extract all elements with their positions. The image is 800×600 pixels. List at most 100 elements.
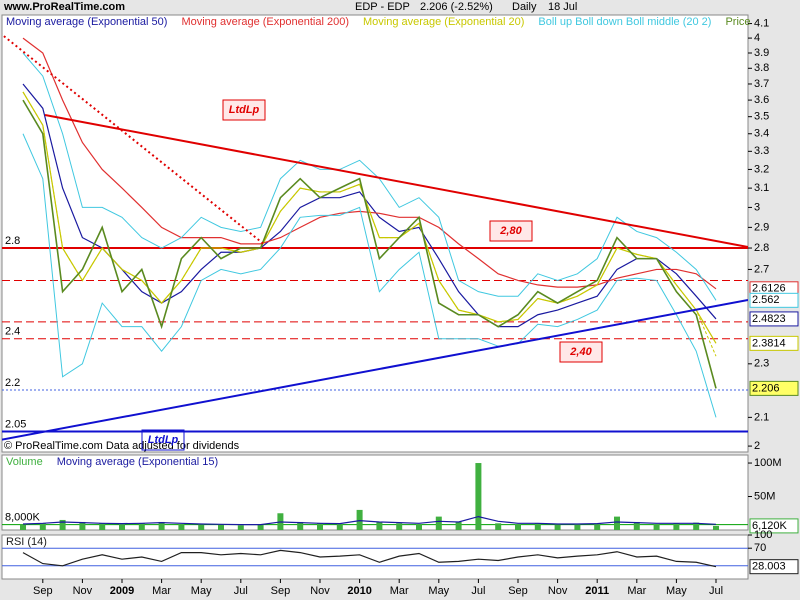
volume-bar <box>198 524 205 530</box>
volume-bar <box>138 523 145 530</box>
x-tick-label: Sep <box>33 585 53 597</box>
x-tick-label: Sep <box>508 585 528 597</box>
legend-entry: Moving average (Exponential 15) <box>57 456 218 468</box>
x-tick-label: Nov <box>73 585 93 597</box>
series-line <box>22 515 717 526</box>
series-line <box>22 549 717 568</box>
date: 18 Jul <box>548 1 577 13</box>
legend-entry: Moving average (Exponential 50) <box>6 16 167 28</box>
volume-bar <box>574 523 581 530</box>
last-value-box <box>749 559 799 575</box>
y-tick-label: 2.8 <box>754 242 769 254</box>
y-tick-label: 2.9 <box>754 221 769 233</box>
x-tick-label: Jul <box>471 585 485 597</box>
volume-bar <box>475 463 482 530</box>
y-tick-label: 100M <box>754 457 782 469</box>
y-tick-label: 2 <box>754 440 760 452</box>
series-line <box>22 83 717 328</box>
y-tick-label: 3.9 <box>754 47 769 59</box>
volume-bar <box>673 523 680 530</box>
volume-bar <box>257 524 264 530</box>
volume-bar <box>119 523 125 530</box>
volume-bar <box>218 524 224 530</box>
x-tick-label: Mar <box>152 585 171 597</box>
y-tick-label: 3.4 <box>754 128 769 140</box>
bollinger-lower <box>22 133 717 418</box>
volume-bar <box>594 523 601 530</box>
annotation-box <box>489 220 533 242</box>
volume-bar <box>713 525 719 530</box>
volume-bar <box>237 525 244 530</box>
volume-bar <box>297 521 304 530</box>
volume-bar <box>317 523 323 530</box>
x-tick-label: Jul <box>709 585 723 597</box>
volume-bar <box>178 523 185 530</box>
last-value-box <box>749 292 799 308</box>
volume-bar <box>614 516 620 530</box>
volume-bar <box>534 523 541 530</box>
trendline <box>2 33 266 246</box>
x-tick-label: May <box>191 585 212 597</box>
y-tick-label: 4.1 <box>754 17 769 29</box>
legend-entry: RSI (14) <box>6 536 47 548</box>
volume-bar <box>416 523 422 530</box>
y-tick-label: 3.3 <box>754 145 769 157</box>
site: www.ProRealTime.com <box>3 1 125 13</box>
x-tick-label: Nov <box>548 585 568 597</box>
volume-bar <box>20 524 26 530</box>
last-value-label: 28.003 <box>752 561 786 573</box>
horizontal-line-label: 2.05 <box>5 418 26 430</box>
rsi-panel <box>1 534 749 580</box>
volume-bar <box>455 521 462 530</box>
annotation-box <box>559 341 603 363</box>
trendline <box>2 299 748 441</box>
volume-bar <box>59 519 66 530</box>
x-tick-label: May <box>666 585 687 597</box>
last-value-label: 2.4823 <box>752 313 786 325</box>
last-value-label: 2.3814 <box>752 337 786 349</box>
y-tick-label: 3 <box>754 201 760 213</box>
legend-entry: Price <box>725 16 750 28</box>
volume-bar <box>693 522 700 530</box>
last-value-label: 2.562 <box>752 294 780 306</box>
bollinger-middle <box>22 91 717 357</box>
annotation: 2,80 <box>499 225 522 237</box>
last-value-box <box>749 335 799 351</box>
x-tick-label: Jul <box>234 585 248 597</box>
y-tick-label: 3.2 <box>754 163 769 175</box>
instrument: EDP - EDP <box>355 1 410 13</box>
volume-panel <box>1 454 749 531</box>
bollinger-upper <box>22 52 717 301</box>
y-tick-label: 70 <box>754 542 766 554</box>
last-value-label: 6,120K <box>752 520 788 532</box>
annotation-box <box>141 429 185 451</box>
y-tick-label: 3.6 <box>754 94 769 106</box>
volume-bar <box>39 523 46 530</box>
panel-layer <box>2 33 748 441</box>
panel-layer <box>2 463 748 530</box>
volume-bar <box>554 524 561 530</box>
x-tick-label: Nov <box>310 585 330 597</box>
y-tick-label: 100 <box>754 529 772 541</box>
x-tick-label: Sep <box>271 585 291 597</box>
annotation-box <box>222 99 266 121</box>
x-tick-label: 2010 <box>347 585 371 597</box>
volume-bar <box>653 523 660 530</box>
y-tick-label: 3.8 <box>754 62 769 74</box>
last-value-label: 2.206 <box>752 382 780 394</box>
y-tick-label: 3.1 <box>754 182 769 194</box>
x-tick-label: Mar <box>390 585 409 597</box>
volume-bar <box>99 523 106 530</box>
quote: 2.206 (-2.52%) <box>420 1 493 13</box>
y-tick-label: 3.7 <box>754 78 769 90</box>
last-value-box <box>749 518 799 534</box>
volume-bar <box>495 523 502 530</box>
last-value-box <box>749 311 799 327</box>
trendline <box>44 114 748 248</box>
volume-bar <box>435 516 442 530</box>
last-value-label: 2.6126 <box>752 283 786 295</box>
y-tick-label: 3.5 <box>754 111 769 123</box>
y-tick-label: 50M <box>754 490 775 502</box>
x-tick-label: Mar <box>627 585 646 597</box>
